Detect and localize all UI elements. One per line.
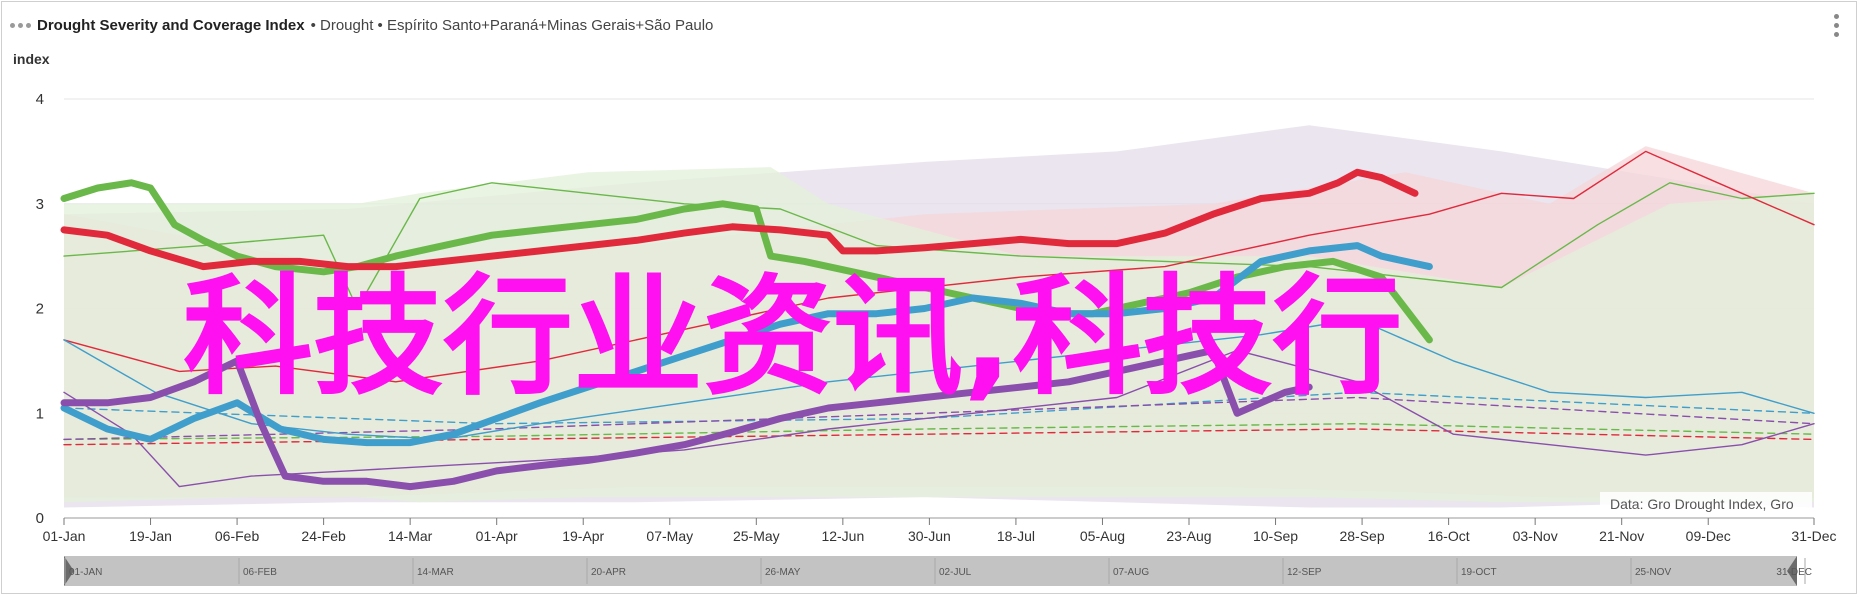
navigator-label: 01-JAN bbox=[69, 567, 102, 578]
y-tick-label: 4 bbox=[36, 91, 44, 108]
x-tick-label: 31-Dec bbox=[1791, 528, 1836, 544]
x-tick-label: 23-Aug bbox=[1166, 528, 1211, 544]
series-line-purple-bold bbox=[60, 346, 1313, 491]
x-tick-label: 01-Apr bbox=[476, 528, 518, 544]
y-tick-label: 1 bbox=[36, 405, 44, 422]
series-line-blue-thin bbox=[63, 318, 1815, 441]
x-tick-label: 18-Jul bbox=[997, 528, 1035, 544]
navigator-label: 31-DEC bbox=[1776, 567, 1812, 578]
x-tick-label: 16-Oct bbox=[1428, 528, 1470, 544]
y-tick-label: 2 bbox=[36, 301, 44, 318]
navigator-label: 25-NOV bbox=[1635, 567, 1671, 578]
x-tick-label: 07-May bbox=[646, 528, 693, 544]
navigator-window[interactable] bbox=[64, 556, 1797, 586]
x-tick-label: 10-Sep bbox=[1253, 528, 1298, 544]
series-line-red-dashed bbox=[63, 428, 1815, 446]
watermark-text: 科技行业资讯,科技行 bbox=[183, 261, 1402, 413]
series-line-green-dashed bbox=[63, 423, 1815, 441]
navigator-right-handle[interactable] bbox=[1787, 556, 1797, 586]
x-axis: 01-Jan 19-Jan 06-Feb 24-Feb 14-Mar 01-Apr 19-A… bbox=[43, 518, 1837, 544]
navigator-label: 07-AUG bbox=[1113, 567, 1149, 578]
data-credit: Data: Gro Drought Index, Gro bbox=[1600, 492, 1812, 516]
x-tick-label: 09-Dec bbox=[1686, 528, 1731, 544]
navigator-labels: 01-JAN 06-FEB 14-MAR 20-APR 26-MAY 02-JUL 07-A… bbox=[64, 558, 1812, 584]
credit-box bbox=[1600, 492, 1812, 516]
series-line-red-thin bbox=[63, 150, 1815, 383]
y-tick-label: 3 bbox=[36, 196, 44, 213]
chart-subtitle: • Drought • Espírito Santo+Paraná+Minas … bbox=[310, 16, 714, 34]
x-tick-label: 19-Jan bbox=[129, 528, 172, 544]
navigator-label: 20-APR bbox=[591, 567, 626, 578]
chart-title: Drought Severity and Coverage Index bbox=[37, 16, 305, 34]
time-navigator[interactable]: 01-JAN 06-FEB 14-MAR 20-APR 26-MAY 02-JUL 07-A… bbox=[64, 556, 1812, 586]
x-tick-label: 30-Jun bbox=[908, 528, 951, 544]
navigator-label: 19-OCT bbox=[1461, 567, 1497, 578]
x-tick-label: 05-Aug bbox=[1080, 528, 1125, 544]
series-line-green-thin bbox=[63, 182, 1815, 310]
x-tick-label: 06-Feb bbox=[215, 528, 260, 544]
series-line-blue-bold bbox=[60, 242, 1433, 447]
credit-text: Data: Gro Drought Index, Gro bbox=[1610, 496, 1794, 512]
series-line-purple-thin bbox=[63, 349, 1815, 488]
x-tick-label: 14-Mar bbox=[388, 528, 433, 544]
y-tick-label: 0 bbox=[36, 510, 44, 527]
drag-handle-icon[interactable] bbox=[10, 22, 31, 28]
more-options-icon[interactable] bbox=[1832, 14, 1840, 37]
x-tick-label: 01-Jan bbox=[43, 528, 86, 544]
series-line-purple-dashed bbox=[63, 396, 1815, 441]
navigator-label: 26-MAY bbox=[765, 567, 801, 578]
series-line-red-bold bbox=[60, 168, 1419, 271]
x-tick-label: 28-Sep bbox=[1339, 528, 1384, 544]
y-axis-ticks: 0 1 2 3 4 bbox=[36, 91, 44, 527]
navigator-left-handle[interactable] bbox=[64, 556, 74, 586]
x-tick-label: 12-Jun bbox=[821, 528, 864, 544]
navigator-label: 12-SEP bbox=[1287, 567, 1322, 578]
series-lines bbox=[60, 150, 1815, 491]
x-tick-label: 24-Feb bbox=[301, 528, 346, 544]
chart-header: Drought Severity and Coverage Index • Dr… bbox=[10, 14, 713, 36]
x-tick-label: 03-Nov bbox=[1513, 528, 1558, 544]
navigator-label: 06-FEB bbox=[243, 567, 277, 578]
x-tick-label: 25-May bbox=[733, 528, 780, 544]
series-line-green-bold bbox=[60, 179, 1433, 344]
series-line-blue-dashed bbox=[63, 391, 1815, 425]
x-tick-label: 21-Nov bbox=[1599, 528, 1644, 544]
navigator-label: 14-MAR bbox=[417, 567, 454, 578]
y-axis-label: index bbox=[13, 51, 50, 67]
x-tick-label: 19-Apr bbox=[562, 528, 604, 544]
navigator-label: 02-JUL bbox=[939, 567, 972, 578]
